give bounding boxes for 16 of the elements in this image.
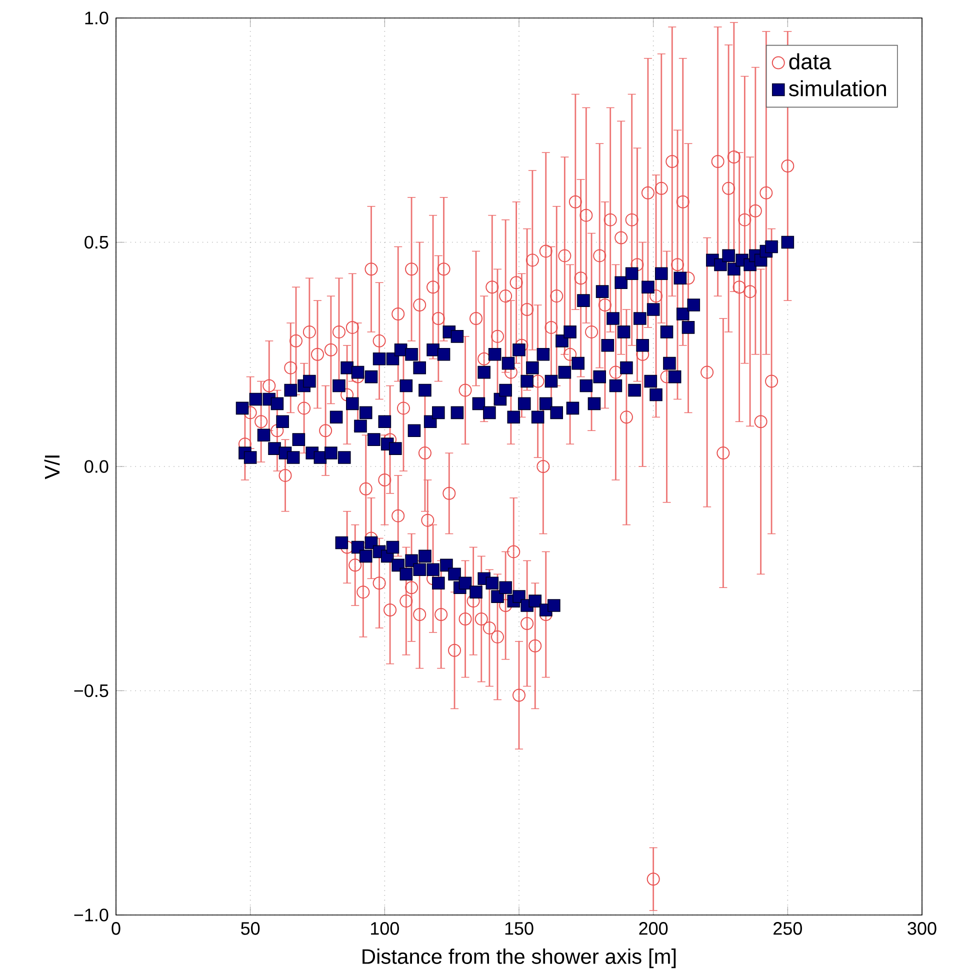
y-tick-label: 0.0 [84,460,108,473]
y-tick-label: 1.0 [85,12,108,24]
x-tick-label: 200 [639,922,668,935]
y-tick-label: 0.5 [84,236,108,249]
x-axis-title: Distance from the shower axis [m] [362,948,676,968]
x-tick-label: 300 [908,922,936,935]
y-tick-label: −1.0 [74,908,108,922]
x-tick-label: 150 [505,922,534,935]
x-tick-label: 250 [774,922,802,935]
y-tick-label: −0.5 [74,684,108,698]
legend-label: data [789,53,832,70]
x-tick-label: 100 [371,922,399,935]
y-axis-title: V/I [44,456,60,480]
legend-label: simulation [789,80,886,96]
x-tick-label: 0 [112,922,120,935]
x-tick-label: 50 [241,922,260,935]
